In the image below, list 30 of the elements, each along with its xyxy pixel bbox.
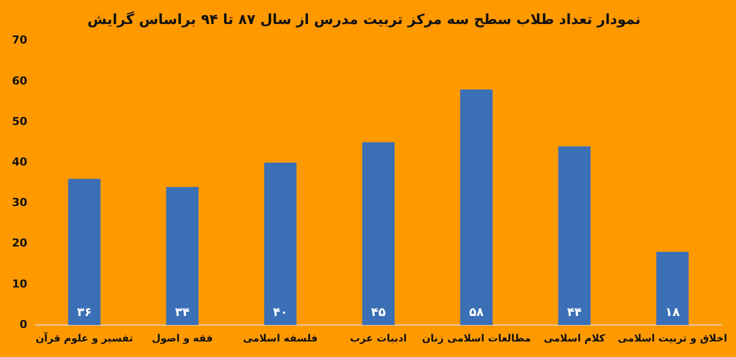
bar xyxy=(460,90,493,325)
y-tick-label: 40 xyxy=(12,155,28,168)
bar xyxy=(656,252,689,325)
data-label: ۵۸ xyxy=(469,305,484,320)
data-label: ۳۴ xyxy=(175,305,190,320)
x-tick-label: تفسیر و علوم قرآن xyxy=(36,332,134,345)
bar xyxy=(362,142,395,325)
y-tick-label: 70 xyxy=(12,34,28,47)
chart-title: نمودار تعداد طلاب سطح سه مرکز تربیت مدرس از سال ۸۷ تا ۹۴ براساس گرایش xyxy=(87,11,641,28)
y-tick-label: 10 xyxy=(12,277,28,290)
y-tick-label: 20 xyxy=(12,236,28,250)
y-tick-label: 30 xyxy=(12,196,28,210)
x-tick-label: اخلاق و تربیت اسلامی xyxy=(618,334,728,345)
data-label: ۱۸ xyxy=(665,305,680,320)
x-tick-label: مطالعات اسلامی زنان xyxy=(422,334,531,345)
x-tick-label: فقه و اصول xyxy=(152,334,213,345)
bar xyxy=(264,162,297,325)
bar xyxy=(68,178,100,325)
y-tick-label: 60 xyxy=(12,74,28,88)
bar xyxy=(166,186,199,325)
data-label: ۴۰ xyxy=(273,305,288,320)
bar xyxy=(558,146,591,325)
y-tick-label: 50 xyxy=(12,114,28,128)
data-label: ۴۴ xyxy=(567,305,582,320)
y-tick-label: 0 xyxy=(20,318,28,331)
data-label: ۴۵ xyxy=(371,305,386,320)
x-tick-label: ادبیات عرب xyxy=(350,334,407,345)
data-label: ۳۶ xyxy=(76,305,92,320)
x-tick-label: کلام اسلامی xyxy=(544,334,606,345)
x-tick-label: فلسفه اسلامی xyxy=(243,334,318,345)
